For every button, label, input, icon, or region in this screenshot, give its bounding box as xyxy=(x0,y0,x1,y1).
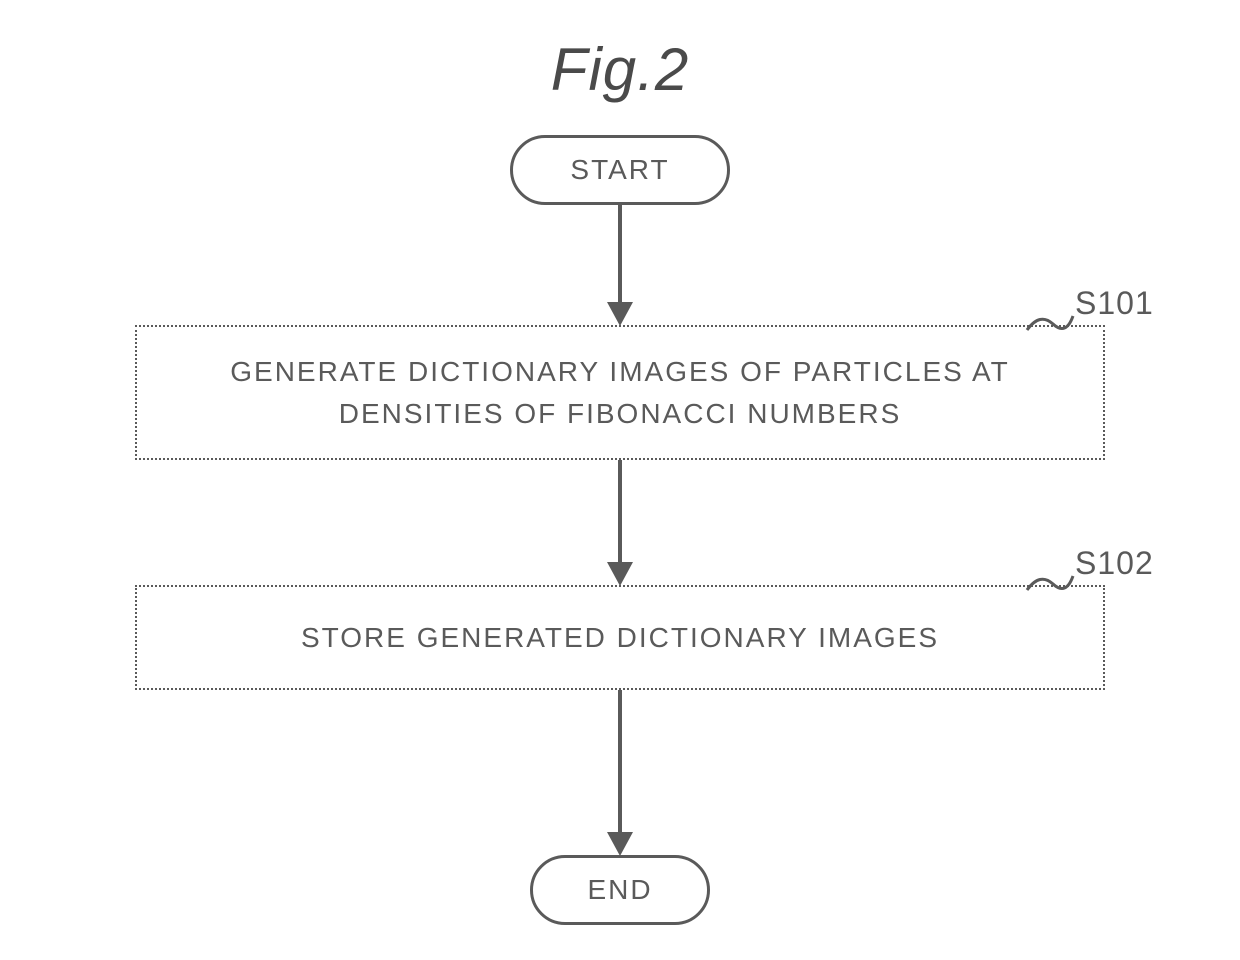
step-label-s102: S102 xyxy=(1075,545,1154,582)
leader-s101 xyxy=(1025,310,1075,335)
arrow-start-to-s101-line xyxy=(618,205,622,305)
flowchart-end-node: END xyxy=(530,855,710,925)
s102-text: STORE GENERATED DICTIONARY IMAGES xyxy=(301,617,939,659)
arrow-s101-to-s102-head xyxy=(607,562,633,586)
flowchart-process-s101: GENERATE DICTIONARY IMAGES OF PARTICLES … xyxy=(135,325,1105,460)
arrow-s102-to-end-line xyxy=(618,690,622,835)
end-label: END xyxy=(587,874,652,906)
flowchart-start-node: START xyxy=(510,135,730,205)
arrow-s101-to-s102-line xyxy=(618,460,622,565)
step-label-s101: S101 xyxy=(1075,285,1154,322)
arrow-s102-to-end-head xyxy=(607,832,633,856)
flowchart-process-s102: STORE GENERATED DICTIONARY IMAGES xyxy=(135,585,1105,690)
arrow-start-to-s101-head xyxy=(607,302,633,326)
start-label: START xyxy=(570,154,669,186)
leader-s102 xyxy=(1025,570,1075,595)
s101-text: GENERATE DICTIONARY IMAGES OF PARTICLES … xyxy=(167,351,1073,435)
figure-title: Fig.2 xyxy=(551,35,689,104)
